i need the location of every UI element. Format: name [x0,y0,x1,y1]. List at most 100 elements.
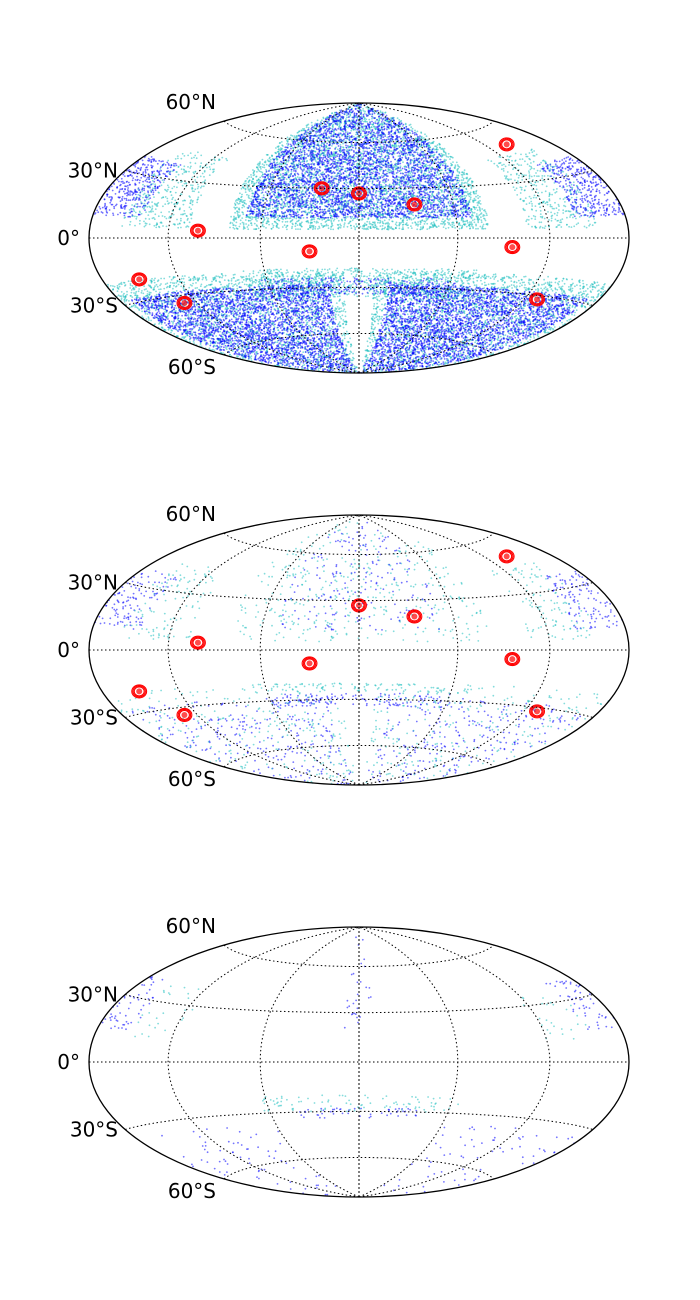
sky-point [416,165,419,168]
sky-point [366,220,369,223]
sky-point [471,214,473,217]
sky-point [419,163,422,166]
sky-point [249,200,252,203]
sky-point [356,164,358,167]
sky-point [446,217,449,220]
sky-point [427,169,430,172]
sky-point [269,158,272,161]
sky-point [480,219,483,222]
sky-point [278,162,281,165]
sky-point [296,176,299,178]
sky-point [248,179,251,182]
sky-point [346,181,348,184]
sky-point [404,223,407,226]
sky-point [247,228,250,231]
sky-point [346,190,349,193]
sky-point [371,181,374,183]
sky-point [419,209,422,212]
sky-point [405,166,408,168]
sky-point [450,201,453,203]
sky-point [347,222,350,225]
sky-point [412,172,414,174]
sky-point [286,142,288,145]
sky-point [315,132,317,135]
sky-point [485,212,488,215]
sky-point [384,185,387,188]
sky-point [336,203,339,206]
sky-point [314,160,317,162]
sky-point [306,124,309,126]
sky-point [370,140,372,143]
sky-point [429,172,432,175]
sky-point [244,188,247,191]
sky-point [237,197,240,200]
sky-point [475,215,478,218]
sky-point [364,179,367,182]
sky-point [379,143,381,146]
sky-point [465,225,468,228]
sky-point [460,179,463,182]
sky-point [374,207,377,210]
sky-point [430,166,433,169]
sky-point [312,194,314,197]
sky-point [375,203,378,205]
sky-point [425,217,428,220]
sky-point [431,201,434,204]
sky-point [462,177,465,180]
sky-point [303,167,305,170]
sky-point [475,206,478,209]
sky-point [286,140,289,143]
sky-point [383,146,385,148]
sky-point [349,220,351,223]
sky-point [374,224,376,226]
sky-point [371,182,374,185]
sky-point [409,184,412,187]
sky-point [314,227,317,230]
sky-point [247,181,250,184]
sky-point [313,218,316,221]
sky-point [296,211,299,214]
sky-point [410,227,413,230]
sky-point [370,149,373,152]
sky-point [327,224,329,227]
sky-point [280,141,283,143]
sky-point [340,224,342,227]
sky-point [234,224,237,227]
sky-point [407,224,409,227]
sky-point [403,137,405,140]
sky-point [475,195,477,198]
sky-point [455,195,458,198]
sky-point [381,121,383,123]
sky-point [293,167,296,170]
sky-point [476,201,479,204]
sky-point [241,186,244,189]
sky-point [238,225,241,228]
sky-point [294,203,297,206]
sky-point [364,208,367,211]
sky-point [379,225,382,228]
sky-point [264,214,267,217]
sky-point [350,149,353,151]
sky-point [379,168,382,171]
sky-point [402,142,405,145]
sky-point [388,225,391,228]
sky-point [451,223,454,226]
sky-point [454,167,456,170]
sky-point [293,137,295,139]
sky-point [374,132,376,135]
sky-point [307,211,310,214]
sky-point [454,208,457,211]
sky-point [431,141,434,144]
sky-point [337,224,340,226]
sky-point [342,146,345,149]
sky-point [395,165,398,168]
sky-point [410,218,413,221]
sky-point [360,155,363,158]
sky-point [394,168,397,171]
sky-point [249,219,252,222]
sky-point [433,210,436,213]
sky-point [374,120,377,123]
sky-point [446,207,449,210]
sky-point [445,209,448,212]
sky-point [295,155,298,158]
